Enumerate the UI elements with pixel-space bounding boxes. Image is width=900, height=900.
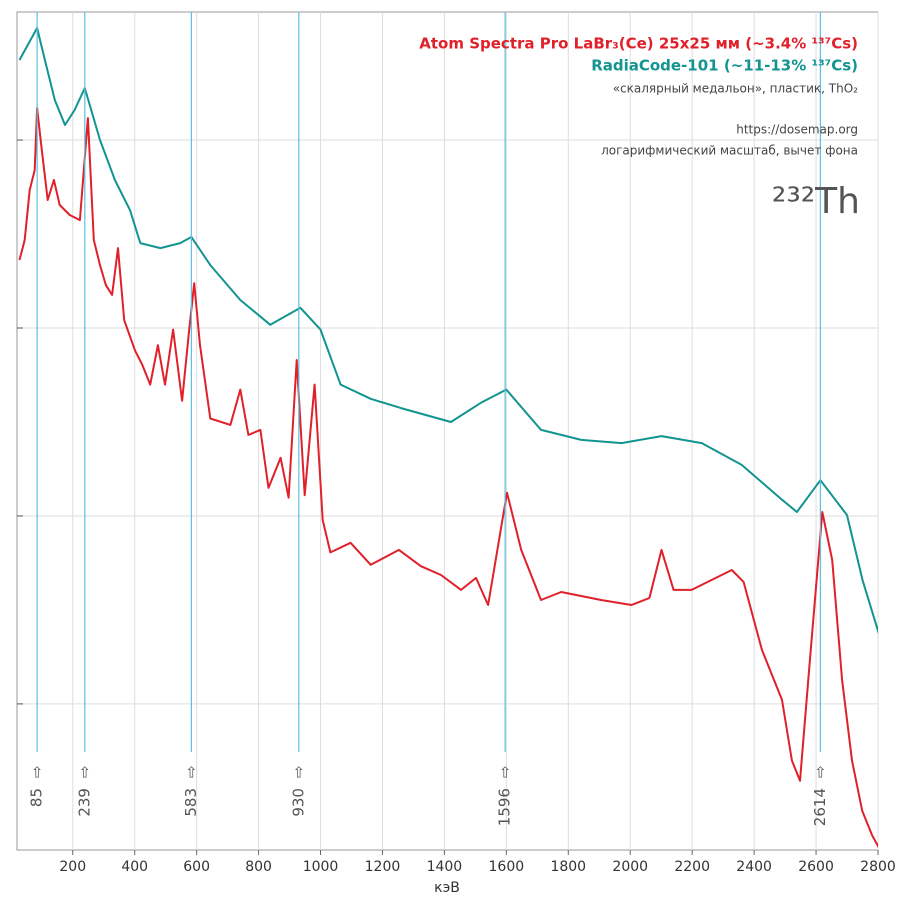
marker-label: 2614	[811, 788, 829, 826]
x-tick-label: 1400	[427, 859, 463, 875]
marker-label: 85	[28, 788, 46, 807]
marker-arrow: ⇧	[499, 764, 512, 782]
marker-label: 1596	[496, 788, 514, 826]
x-tick-label: 200	[59, 859, 86, 875]
marker-arrow: ⇧	[814, 764, 827, 782]
x-axis-label: кэВ	[434, 880, 460, 896]
x-tick-label: 1600	[489, 859, 525, 875]
x-tick-label: 1800	[550, 859, 586, 875]
spectrum-line	[18, 107, 878, 849]
grid: 200 400 600 800 1000 1200 1400 1600 1800 2000 2200…	[17, 12, 896, 875]
marker-arrow: ⇧	[79, 764, 92, 782]
subtitle: «скалярный медальон», пластик, ThO₂	[613, 82, 858, 96]
x-tick-label: 800	[245, 859, 272, 875]
source: https://dosemap.org	[736, 123, 858, 137]
marker-arrow: ⇧	[185, 764, 198, 782]
annotations: ⇧ 85 ⇧ 239 ⇧ 583 ⇧ 930 ⇧ 1596 ⇧ 2614	[28, 12, 829, 826]
legend-entry: Atom Spectra Pro LaBr₃(Ce) 25x25 мм (~3.…	[419, 35, 858, 53]
note: логарифмический масштаб, вычет фона	[601, 144, 858, 158]
marker-label: 583	[182, 788, 200, 817]
x-tick-label: 600	[183, 859, 210, 875]
isotope: ²³²Th	[772, 181, 860, 222]
x-tick-label: 1000	[303, 859, 339, 875]
legend-entry: RadiaCode-101 (~11-13% ¹³⁷Cs)	[591, 57, 858, 75]
x-tick-label: 2600	[798, 859, 834, 875]
x-tick-label: 2400	[736, 859, 772, 875]
marker-arrow: ⇧	[293, 764, 306, 782]
marker-label: 930	[289, 788, 307, 817]
x-tick-label: 400	[121, 859, 148, 875]
marker-arrow: ⇧	[31, 764, 44, 782]
x-tick-label: 2800	[860, 859, 896, 875]
marker-label: 239	[75, 788, 93, 817]
x-tick-label: 2000	[612, 859, 648, 875]
x-tick-label: 1200	[365, 859, 401, 875]
x-tick-label: 2200	[674, 859, 710, 875]
plot-area	[16, 11, 879, 851]
